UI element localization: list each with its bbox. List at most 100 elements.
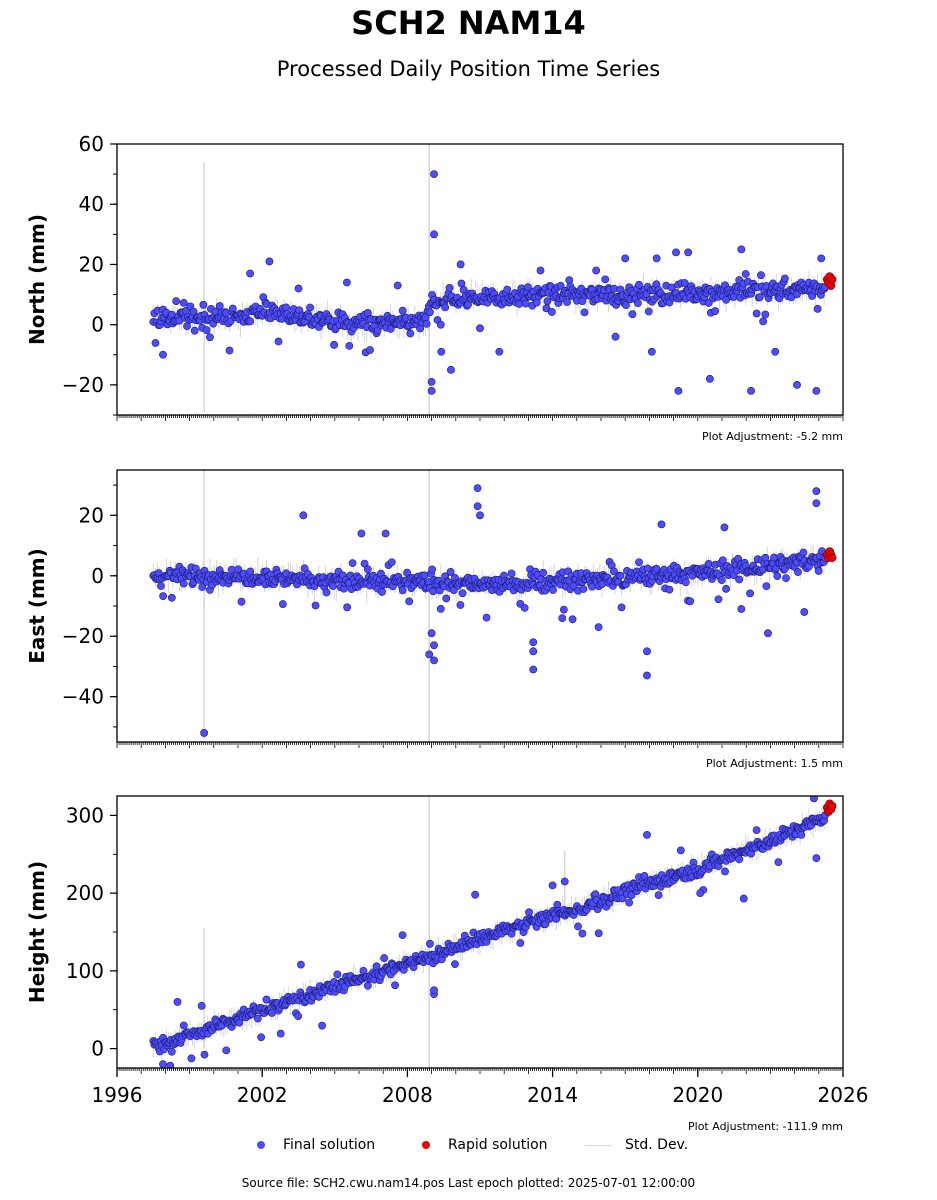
final-point xyxy=(330,340,338,349)
final-point xyxy=(762,582,771,591)
final-point xyxy=(447,365,455,374)
std-line-icon xyxy=(585,1144,611,1146)
y-tick-label: 0 xyxy=(91,313,104,337)
x-tick-label: 1996 xyxy=(92,1083,143,1107)
final-point xyxy=(426,939,434,948)
final-point xyxy=(722,584,731,593)
final-point xyxy=(437,347,446,356)
final-point xyxy=(507,569,516,578)
final-point xyxy=(525,908,533,917)
final-point xyxy=(681,578,690,587)
final-point xyxy=(782,574,790,583)
final-point xyxy=(737,245,746,254)
final-point xyxy=(800,608,809,616)
final-point xyxy=(674,387,683,395)
final-point xyxy=(735,575,744,584)
final-point xyxy=(442,594,451,603)
final-point xyxy=(686,597,695,606)
final-point xyxy=(635,558,643,567)
final-point xyxy=(574,922,582,931)
final-point xyxy=(654,891,663,900)
final-point xyxy=(482,613,491,622)
final-point xyxy=(752,309,761,318)
rapid-point xyxy=(827,553,837,562)
final-point xyxy=(547,308,556,316)
final-point xyxy=(611,332,620,341)
final-marker-icon xyxy=(257,1141,265,1149)
final-point xyxy=(274,337,283,346)
final-point xyxy=(430,230,438,239)
final-point xyxy=(237,597,246,606)
final-point xyxy=(276,1029,285,1038)
final-point xyxy=(357,529,366,538)
y-tick-label: 100 xyxy=(66,959,104,983)
final-point xyxy=(268,1009,276,1017)
final-point xyxy=(422,320,431,328)
final-point xyxy=(167,1047,176,1056)
final-point xyxy=(676,846,685,855)
final-point xyxy=(813,304,822,313)
final-point xyxy=(556,281,565,290)
final-point xyxy=(657,520,666,529)
final-point xyxy=(225,346,234,355)
final-point xyxy=(393,281,402,290)
final-point xyxy=(473,484,482,493)
x-tick-label: 2014 xyxy=(527,1083,578,1107)
final-point xyxy=(717,576,726,585)
final-point xyxy=(322,588,331,597)
y-axis-label: East (mm) xyxy=(25,548,49,664)
final-point xyxy=(634,299,642,308)
final-point xyxy=(718,556,727,565)
final-point xyxy=(206,333,214,342)
final-point xyxy=(812,499,821,508)
final-point xyxy=(306,303,315,312)
final-point xyxy=(757,271,765,280)
final-point xyxy=(579,585,588,593)
plot-adjustment: Plot Adjustment: 1.5 mm xyxy=(706,757,843,770)
final-point xyxy=(643,671,651,680)
final-point xyxy=(610,284,618,293)
plot-area xyxy=(149,470,837,742)
final-point xyxy=(318,1021,326,1030)
final-point xyxy=(363,981,372,990)
final-point xyxy=(721,867,729,876)
final-point xyxy=(737,605,746,613)
final-point xyxy=(234,565,243,574)
final-point xyxy=(616,571,625,580)
final-point xyxy=(458,589,467,598)
final-point xyxy=(563,298,572,306)
final-point xyxy=(430,986,438,995)
final-point xyxy=(594,929,603,938)
final-point xyxy=(516,939,525,947)
final-point xyxy=(568,615,577,624)
final-point xyxy=(436,604,445,613)
final-point xyxy=(539,568,548,577)
final-point xyxy=(420,571,429,580)
final-point xyxy=(610,567,618,576)
final-point xyxy=(159,592,168,601)
final-point xyxy=(684,248,693,257)
final-point xyxy=(430,641,438,650)
final-point xyxy=(578,929,587,938)
final-point xyxy=(179,298,188,307)
final-point xyxy=(373,326,382,335)
final-point xyxy=(387,558,396,567)
final-point xyxy=(560,877,569,886)
final-point xyxy=(345,341,354,350)
final-point xyxy=(172,297,181,306)
final-point xyxy=(759,317,768,326)
final-point xyxy=(643,830,651,839)
final-point xyxy=(592,266,601,275)
final-point xyxy=(398,306,407,315)
legend-final-label: Final solution xyxy=(283,1137,376,1153)
final-point xyxy=(644,307,653,316)
panel-2: −40 −20 0 20 East (mm) Plot Adjustment: 1.5 m… xyxy=(25,469,844,770)
final-point xyxy=(665,585,674,594)
final-point xyxy=(667,283,676,292)
y-tick-label: 60 xyxy=(79,132,104,156)
final-point xyxy=(166,1061,175,1068)
final-point xyxy=(246,269,254,278)
final-point xyxy=(812,854,821,863)
final-point xyxy=(799,548,808,557)
